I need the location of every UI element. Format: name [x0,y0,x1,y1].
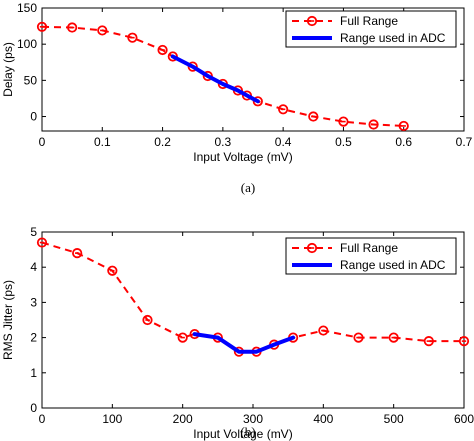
y-tick-label: 2 [30,331,37,345]
data-point [97,25,108,36]
series-line [170,54,260,104]
x-tick-label: 600 [454,412,474,426]
legend-marker [306,15,318,27]
data-point [72,248,83,259]
x-tick-label: 0 [39,135,46,149]
data-point [318,325,329,336]
plot-frame [41,7,465,132]
x-tick-label: 0.1 [94,135,111,149]
x-tick-label: 0.2 [154,135,171,149]
series-range-used [170,54,260,104]
series-range-used [192,332,296,354]
series-line [192,332,296,354]
y-tick-label: 4 [30,260,37,274]
x-tick-label: 300 [243,412,263,426]
data-point [368,119,379,130]
x-tick-label: 200 [173,412,193,426]
x-tick-label: 100 [102,412,122,426]
data-point [67,22,78,33]
y-tick-label: 100 [17,37,37,51]
data-point [338,116,349,127]
x-tick-label: 0.5 [335,135,352,149]
x-tick-label: 0.6 [395,135,412,149]
data-point [36,237,48,248]
y-tick-label: 1 [30,366,37,380]
y-axis-label: RMS Jitter (ps) [1,280,15,360]
data-point [142,314,153,326]
chart-panel-b: 0 100 200 300 400 500 600 0 1 2 3 4 5 Input Voltage (… [1,225,474,441]
x-axis-label: Input Voltage (mV) [193,427,292,441]
data-point [398,120,409,132]
legend-marker [306,242,318,254]
data-point [458,336,470,347]
data-point [278,104,289,115]
data-point [308,111,319,122]
y-tick-label: 50 [24,73,38,87]
figure-caption: (a) [241,180,255,195]
x-axis-label: Input Voltage (mV) [193,150,292,164]
figure-caption: (b) [240,424,255,439]
x-tick-label: 400 [313,412,333,426]
data-point [177,332,188,343]
x-tick-label: 0.4 [275,135,292,149]
chart-panel-a: 0 0.1 0.2 0.3 0.4 0.5 0.6 0.7 0 50 100 150 Input Vol… [1,1,473,195]
legend-label: Range used in ADC [340,31,446,45]
x-tick-label: 500 [384,412,404,426]
legend: Full Range Range used in ADC [285,237,457,275]
data-point [252,96,263,107]
data-point [353,332,364,343]
y-tick-label: 0 [30,110,37,124]
y-tick-label: 5 [30,225,37,239]
data-point [107,265,118,276]
legend-label: Full Range [340,14,398,28]
legend-label: Full Range [340,241,398,255]
y-tick-label: 0 [30,401,37,415]
data-point [157,44,168,56]
data-point [127,32,138,43]
y-axis-label: Delay (ps) [1,42,15,97]
legend-label: Range used in ADC [340,258,446,272]
x-tick-label: 0 [39,412,46,426]
data-point [36,21,48,32]
y-tick-label: 150 [17,1,37,15]
legend: Full Range Range used in ADC [285,10,457,48]
x-tick-label: 0.3 [215,135,232,149]
x-tick-label: 0.7 [456,135,473,149]
y-tick-label: 3 [30,295,37,309]
data-point [423,336,434,347]
data-point [388,332,399,343]
